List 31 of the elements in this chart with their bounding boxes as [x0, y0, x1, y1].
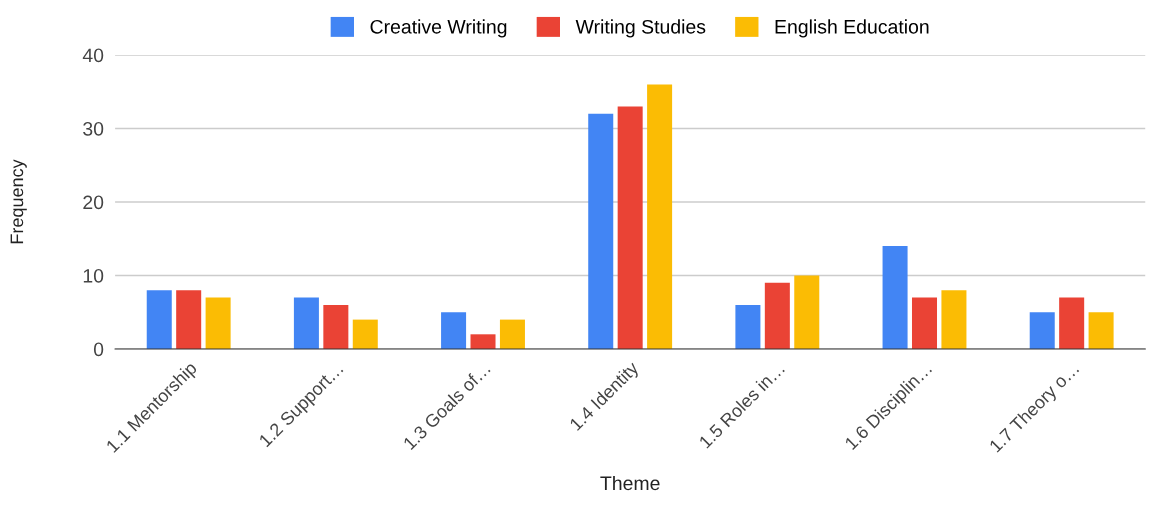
- bar: [794, 275, 820, 350]
- y-tick-label: 40: [82, 48, 104, 63]
- legend-label: Writing Studies: [575, 19, 706, 38]
- bar: [1088, 312, 1114, 350]
- x-axis-title: Theme: [600, 475, 660, 491]
- bar: [470, 334, 496, 350]
- bar: [323, 304, 349, 350]
- bar: [588, 113, 614, 350]
- legend-label: Creative Writing: [370, 19, 507, 38]
- bar: [735, 304, 761, 350]
- bar: [293, 297, 319, 350]
- y-tick-label: 10: [83, 268, 104, 283]
- bar: [911, 297, 938, 350]
- bar: [647, 84, 673, 350]
- bar: [617, 106, 643, 350]
- bar: [499, 319, 525, 350]
- y-tick-label: 30: [83, 121, 104, 136]
- y-tick-label: 20: [83, 195, 104, 210]
- bar: [352, 319, 378, 350]
- y-tick-label: 0: [93, 342, 104, 357]
- bar: [176, 290, 202, 350]
- y-axis-title: Frequency: [10, 159, 27, 244]
- bar: [882, 246, 908, 350]
- bar: [764, 282, 790, 350]
- bar: [205, 297, 231, 350]
- bar: [941, 290, 967, 350]
- bar: [441, 312, 467, 350]
- legend-label: English Education: [775, 19, 929, 38]
- bar: [146, 290, 172, 350]
- bar: [1029, 312, 1055, 350]
- bar: [1059, 297, 1085, 350]
